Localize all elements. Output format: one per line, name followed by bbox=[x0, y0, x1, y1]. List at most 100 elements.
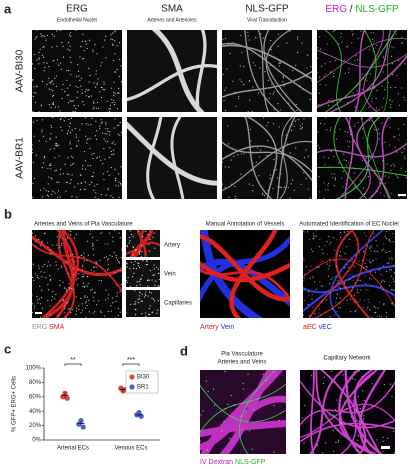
nucleus bbox=[49, 249, 51, 251]
nucleus bbox=[301, 123, 304, 125]
nucleus bbox=[135, 301, 137, 303]
nucleus bbox=[365, 288, 367, 291]
nucleus bbox=[364, 262, 366, 265]
nucleus bbox=[388, 250, 390, 253]
nucleus bbox=[347, 162, 350, 164]
nucleus bbox=[89, 75, 91, 77]
vessel bbox=[239, 370, 277, 454]
nucleus bbox=[383, 195, 385, 197]
nucleus bbox=[69, 182, 71, 184]
nucleus bbox=[118, 262, 121, 264]
nucleus bbox=[118, 92, 120, 94]
nucleus bbox=[32, 79, 33, 82]
nucleus bbox=[290, 129, 293, 131]
nucleus bbox=[380, 192, 382, 194]
nucleus bbox=[390, 106, 392, 109]
nucleus bbox=[360, 30, 362, 32]
nucleus bbox=[126, 279, 128, 282]
nucleus bbox=[103, 147, 105, 150]
nucleus bbox=[356, 291, 358, 293]
nucleus bbox=[260, 33, 262, 35]
nucleus bbox=[370, 32, 372, 34]
nucleus bbox=[134, 290, 136, 292]
nucleus bbox=[50, 168, 52, 170]
significance-bracket bbox=[122, 363, 140, 366]
image-bg bbox=[126, 260, 160, 287]
nucleus bbox=[306, 67, 308, 69]
nucleus bbox=[85, 123, 88, 125]
nucleus bbox=[52, 244, 54, 246]
nucleus bbox=[262, 373, 264, 375]
nucleus bbox=[351, 258, 353, 260]
nucleus bbox=[130, 285, 132, 287]
nucleus bbox=[111, 143, 113, 145]
nucleus bbox=[353, 371, 356, 373]
nucleus bbox=[391, 386, 393, 388]
nucleus bbox=[104, 89, 106, 91]
nucleus bbox=[371, 383, 373, 385]
nucleus bbox=[272, 123, 275, 125]
nucleus bbox=[54, 157, 56, 159]
nucleus bbox=[344, 282, 346, 284]
nucleus bbox=[370, 315, 372, 318]
nucleus bbox=[353, 99, 355, 101]
nucleus bbox=[401, 151, 403, 154]
nucleus bbox=[317, 144, 319, 147]
nucleus bbox=[319, 147, 321, 149]
nucleus bbox=[59, 30, 61, 31]
nucleus bbox=[390, 165, 392, 167]
nucleus bbox=[356, 410, 358, 412]
nucleus bbox=[61, 242, 63, 245]
nucleus bbox=[313, 290, 315, 292]
nucleus bbox=[322, 252, 324, 255]
nucleus bbox=[36, 86, 38, 88]
nucleus bbox=[404, 155, 406, 157]
nucleus bbox=[148, 307, 150, 310]
nucleus bbox=[97, 78, 99, 80]
nucleus bbox=[41, 131, 43, 133]
nucleus bbox=[58, 144, 60, 146]
nucleus bbox=[389, 118, 391, 120]
nucleus bbox=[343, 59, 345, 61]
nucleus bbox=[239, 65, 241, 67]
nucleus bbox=[69, 311, 72, 314]
nucleus bbox=[380, 274, 382, 276]
nucleus bbox=[383, 279, 385, 281]
point bbox=[78, 417, 84, 424]
nucleus bbox=[53, 35, 55, 37]
nucleus bbox=[239, 79, 241, 81]
nucleus bbox=[401, 42, 403, 44]
vessel bbox=[317, 166, 407, 177]
image-bg bbox=[222, 117, 312, 199]
nucleus bbox=[322, 285, 324, 287]
nucleus bbox=[263, 117, 265, 119]
image-legend: IV Dextran NLS-GFP bbox=[200, 459, 266, 466]
nucleus bbox=[120, 81, 122, 83]
nucleus bbox=[49, 274, 51, 277]
row-label: AAV-BI30 bbox=[15, 49, 26, 92]
nucleus bbox=[55, 136, 57, 138]
nucleus bbox=[260, 149, 262, 151]
nucleus bbox=[145, 294, 147, 297]
nucleus bbox=[387, 82, 389, 84]
nucleus bbox=[311, 298, 313, 300]
nucleus bbox=[32, 121, 35, 123]
nucleus bbox=[398, 139, 400, 141]
nucleus bbox=[68, 230, 70, 232]
nucleus bbox=[93, 271, 95, 273]
nucleus bbox=[48, 195, 50, 197]
nucleus bbox=[132, 236, 134, 238]
nucleus bbox=[47, 167, 49, 169]
nucleus bbox=[133, 303, 135, 305]
nucleus bbox=[357, 305, 359, 307]
nucleus bbox=[78, 256, 80, 258]
nucleus bbox=[326, 129, 328, 131]
nucleus bbox=[157, 285, 159, 287]
nucleus bbox=[400, 167, 402, 169]
nucleus bbox=[233, 155, 235, 157]
nucleus bbox=[89, 147, 91, 149]
vessel bbox=[279, 117, 294, 199]
nucleus bbox=[308, 239, 310, 241]
nucleus bbox=[299, 128, 301, 130]
nucleus bbox=[229, 438, 231, 440]
